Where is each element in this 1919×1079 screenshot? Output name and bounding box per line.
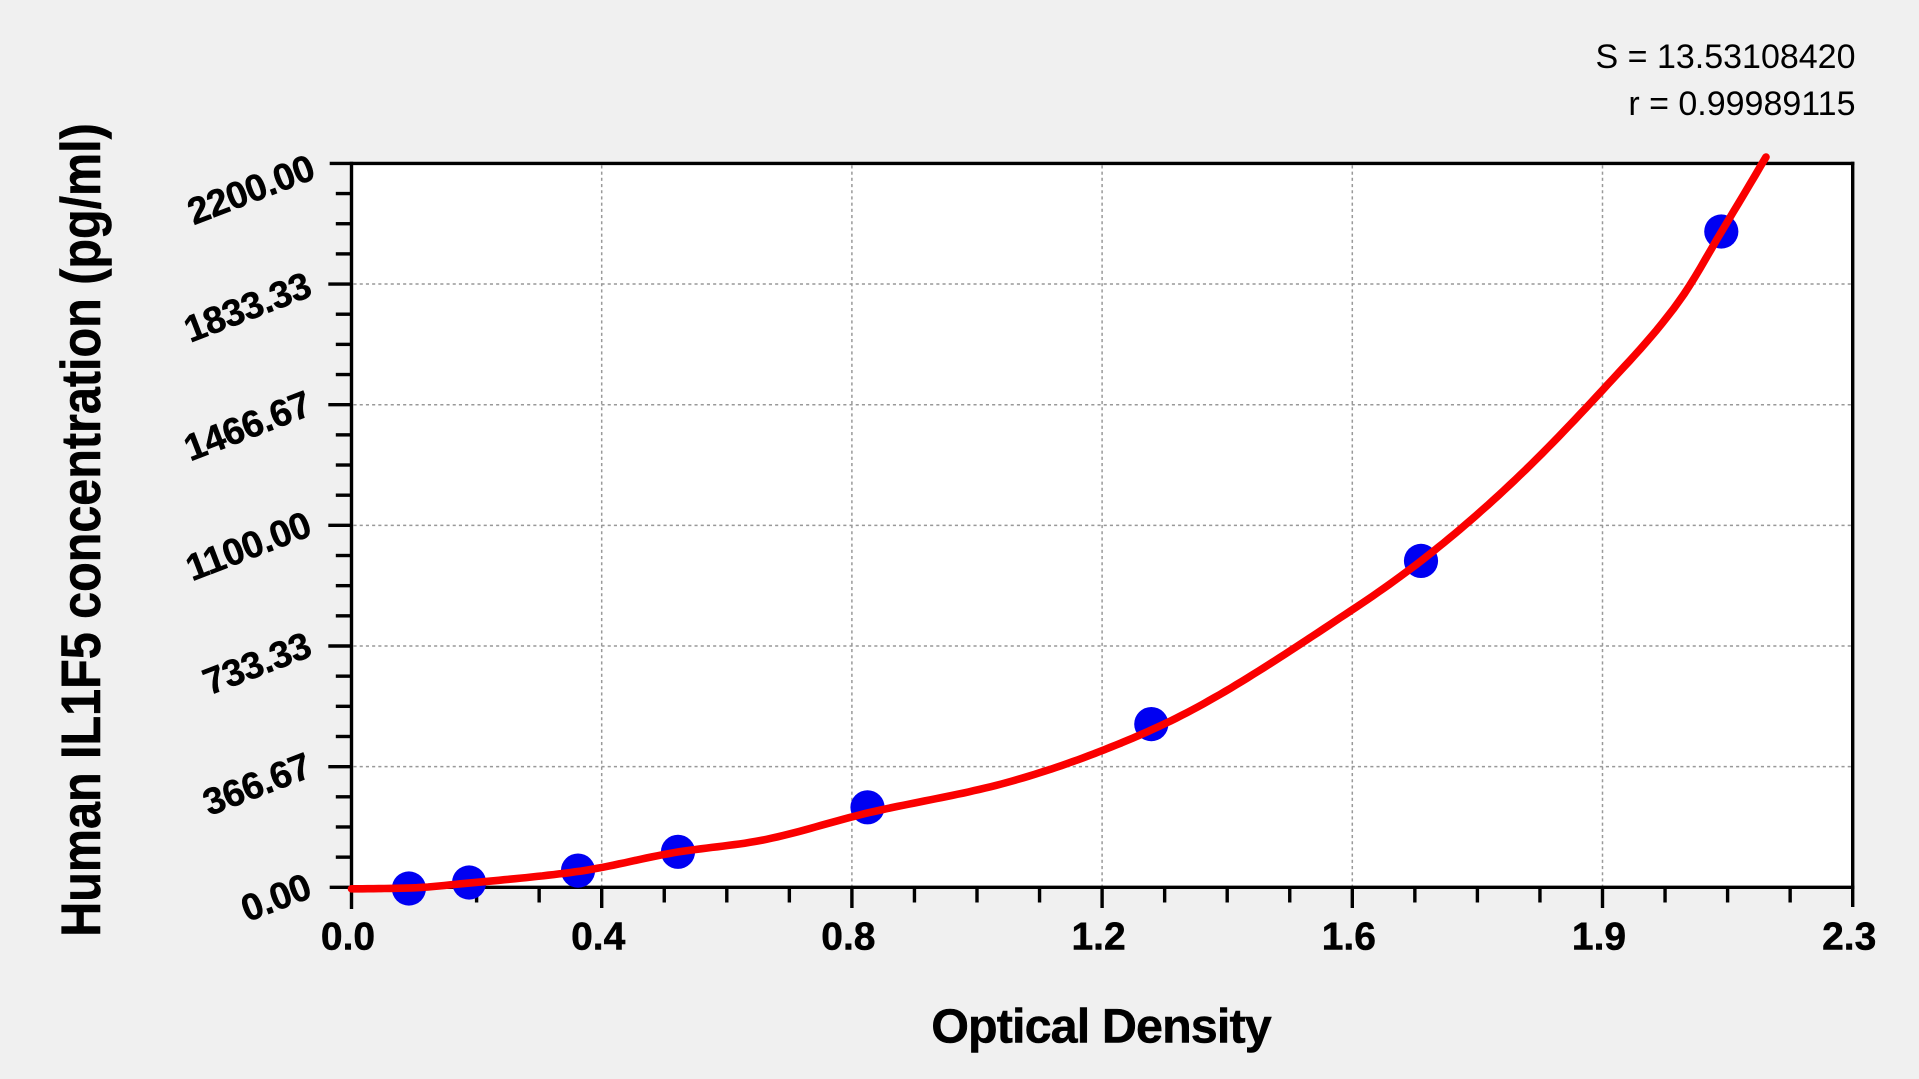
svg-text:r = 0.99989115: r = 0.99989115 [1628, 85, 1855, 123]
svg-text:0.0: 0.0 [321, 916, 375, 959]
svg-text:0.4: 0.4 [571, 916, 626, 959]
svg-text:1.9: 1.9 [1572, 916, 1626, 959]
svg-text:S = 13.53108420: S = 13.53108420 [1596, 38, 1856, 76]
svg-text:1.6: 1.6 [1322, 916, 1376, 959]
svg-text:Human IL1F5 concentration (pg/: Human IL1F5 concentration (pg/ml) [51, 123, 113, 937]
svg-text:2.3: 2.3 [1822, 916, 1876, 959]
svg-text:1.2: 1.2 [1071, 916, 1125, 959]
svg-text:Optical Density: Optical Density [931, 1000, 1271, 1054]
svg-text:0.8: 0.8 [821, 916, 875, 959]
